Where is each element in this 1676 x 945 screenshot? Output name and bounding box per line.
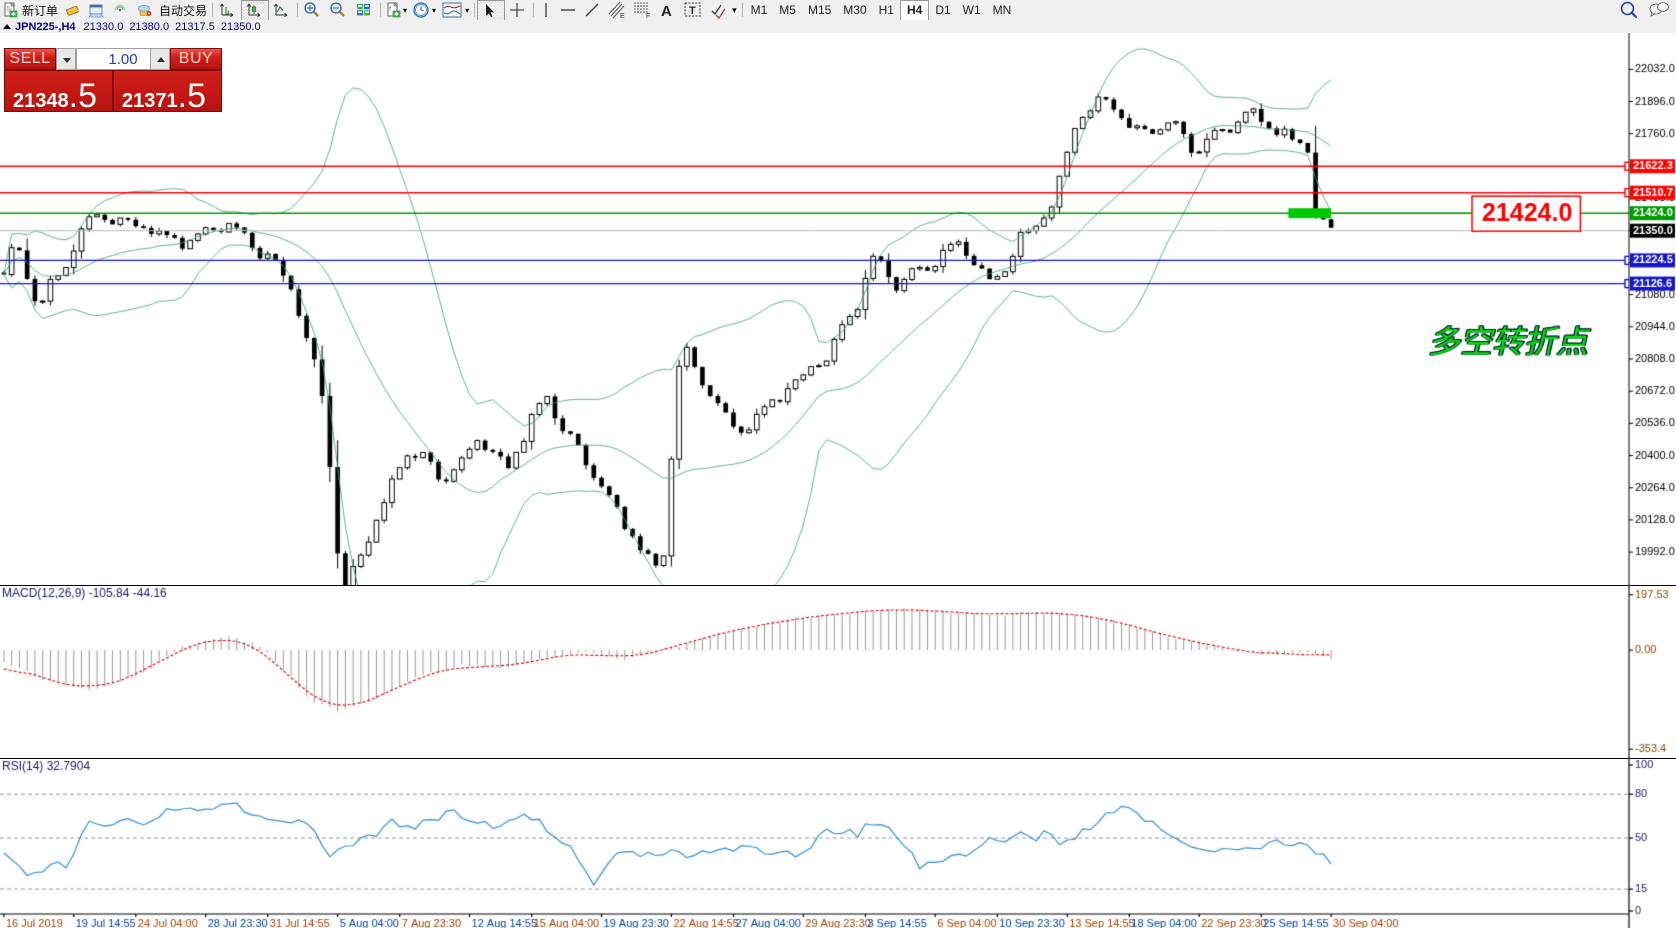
- svg-text:F: F: [646, 13, 650, 19]
- svg-text:A: A: [661, 3, 672, 19]
- svg-text:T: T: [689, 5, 696, 17]
- svg-text:E: E: [620, 13, 625, 19]
